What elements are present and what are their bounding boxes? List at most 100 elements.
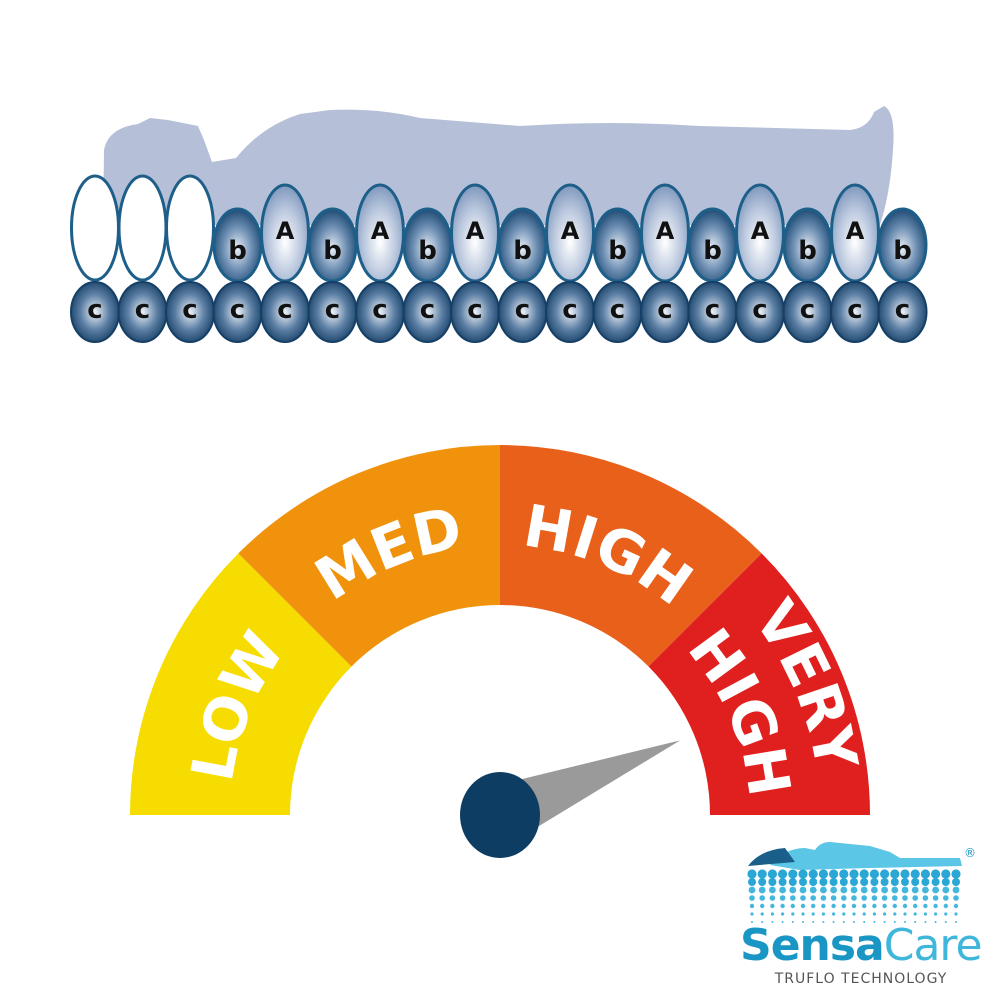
logo-dot — [933, 903, 938, 909]
registered-mark: ® — [964, 846, 976, 860]
logo-dot — [781, 921, 784, 923]
logo-dot — [932, 886, 939, 894]
logo-dot — [809, 878, 818, 886]
logo-dot — [809, 886, 817, 894]
logo-dot — [931, 878, 940, 886]
logo-dot — [778, 878, 787, 886]
logo-dot — [872, 903, 877, 909]
logo-dot — [841, 895, 847, 901]
logo-dot — [943, 895, 949, 901]
cell-label: b — [893, 236, 912, 266]
logo-dot — [811, 912, 815, 916]
logo-dot — [913, 912, 917, 916]
logo-dot — [810, 895, 816, 901]
cell-label: c — [705, 295, 720, 325]
logo-brand-part2: Care — [884, 920, 982, 971]
logo-dot — [954, 912, 958, 916]
cell-label: c — [752, 295, 767, 325]
logo-dot — [941, 869, 951, 879]
logo-dot — [789, 886, 797, 894]
logo-dot — [768, 878, 777, 886]
logo-dot — [832, 921, 835, 923]
logo-dot — [749, 903, 755, 909]
deflated-cell — [70, 174, 120, 282]
logo-dot — [750, 912, 754, 916]
logo-dot — [802, 921, 804, 923]
logo-dot — [758, 878, 767, 886]
logo-dot — [900, 869, 910, 879]
logo-dot — [903, 912, 907, 916]
logo-dot — [922, 886, 929, 894]
logo-dot — [941, 878, 950, 886]
cell-label: A — [561, 217, 580, 245]
logo-dot — [778, 869, 788, 879]
logo-dot — [791, 921, 794, 923]
logo-dot — [953, 895, 959, 901]
logo-dot — [851, 895, 857, 901]
cell-label: c — [800, 295, 815, 325]
logo-dot — [882, 903, 887, 909]
logo-dot — [841, 903, 846, 909]
logo-dot — [944, 912, 948, 916]
logo-dot — [799, 878, 807, 886]
logo-dot — [859, 869, 869, 879]
logo-dot — [842, 921, 845, 923]
cell-label: A — [656, 217, 675, 245]
logo-dot — [891, 886, 899, 894]
logo-dot — [761, 921, 764, 923]
logo-dot — [923, 903, 928, 909]
cell-label: A — [846, 217, 865, 245]
cell-label: A — [751, 217, 770, 245]
deflated-cell — [165, 174, 215, 282]
gauge-needle — [460, 740, 681, 858]
cell-label: A — [276, 217, 295, 245]
logo-dot — [883, 912, 887, 916]
cell-label: c — [847, 295, 862, 325]
logo-dot — [818, 869, 829, 879]
logo-dot — [819, 878, 828, 886]
cell-label: A — [466, 217, 485, 245]
cell-label: c — [657, 295, 672, 325]
logo-dot — [862, 903, 867, 909]
logo-dot — [893, 921, 896, 923]
logo-dot — [747, 869, 757, 879]
logo-dot — [821, 903, 826, 909]
logo-dot — [850, 878, 858, 886]
logo-dot — [788, 878, 797, 886]
logo-dot — [788, 869, 798, 879]
cell-label: c — [230, 295, 245, 325]
logo-dot — [771, 921, 774, 923]
logo-dot — [922, 895, 929, 901]
logo-dot — [839, 878, 848, 886]
logo-dot — [912, 895, 918, 901]
logo-dot — [902, 895, 908, 901]
cell-label: c — [87, 295, 102, 325]
logo-dot — [913, 903, 918, 909]
logo-dot — [921, 878, 930, 886]
logo-dot — [812, 921, 815, 923]
logo-dot — [769, 886, 776, 894]
logo-dot — [749, 895, 755, 901]
logo-dot — [842, 912, 846, 916]
gauge-segment — [648, 553, 870, 815]
logo-brand-part1: Sensa — [740, 920, 884, 971]
logo-dot — [751, 921, 753, 923]
logo-dot — [781, 912, 785, 916]
logo-dot — [902, 903, 908, 909]
gauge-segment — [238, 445, 500, 667]
logo-dot — [849, 869, 859, 879]
logo-dot — [932, 895, 939, 901]
logo-dot — [901, 886, 909, 894]
logo-dot — [860, 886, 868, 894]
logo-dot — [861, 895, 867, 901]
base-cell — [877, 281, 928, 343]
logo-dot — [801, 912, 805, 916]
logo-dot — [911, 886, 919, 894]
logo-dot — [791, 912, 795, 916]
logo-dot — [871, 886, 878, 894]
cell-label: c — [182, 295, 197, 325]
logo-dot — [831, 903, 836, 909]
logo-dot — [914, 921, 917, 923]
